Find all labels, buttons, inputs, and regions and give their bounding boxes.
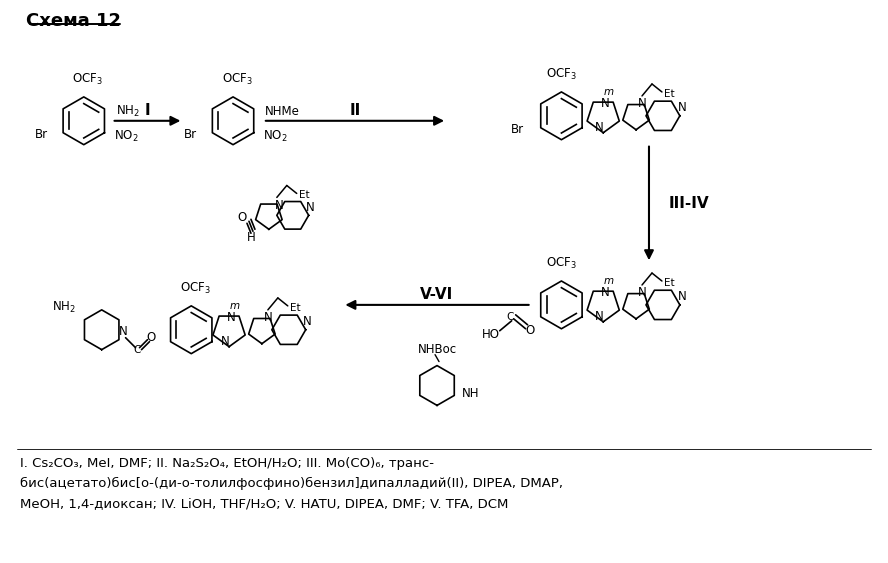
Text: III-IV: III-IV — [669, 196, 710, 211]
Text: N: N — [264, 311, 273, 324]
Text: II: II — [349, 104, 361, 118]
Text: N: N — [601, 287, 609, 300]
Text: H: H — [247, 231, 256, 244]
Text: HO: HO — [481, 328, 500, 341]
Text: OCF$_3$: OCF$_3$ — [546, 66, 577, 82]
Text: m: m — [604, 87, 614, 97]
Text: Схема 12: Схема 12 — [27, 12, 122, 30]
Text: MeOH, 1,4-диоксан; IV. LiOH, THF/H₂O; V. HATU, DIPEA, DMF; V. TFA, DCM: MeOH, 1,4-диоксан; IV. LiOH, THF/H₂O; V.… — [20, 497, 509, 510]
Text: Br: Br — [511, 123, 524, 136]
Text: N: N — [226, 311, 235, 324]
Text: O: O — [238, 211, 247, 224]
Text: OCF$_3$: OCF$_3$ — [72, 72, 103, 87]
Text: Et: Et — [664, 278, 675, 288]
Text: N: N — [678, 291, 686, 303]
Text: N: N — [595, 121, 604, 134]
Text: NHMe: NHMe — [265, 105, 300, 118]
Text: N: N — [221, 335, 229, 348]
Text: Et: Et — [664, 89, 675, 99]
Text: N: N — [119, 325, 128, 338]
Text: NHBoc: NHBoc — [417, 343, 456, 356]
Text: O: O — [147, 331, 156, 344]
Text: OCF$_3$: OCF$_3$ — [179, 280, 210, 296]
Text: I: I — [145, 104, 150, 118]
Text: NO$_2$: NO$_2$ — [263, 129, 288, 144]
Text: C: C — [134, 345, 141, 355]
Text: N: N — [638, 287, 646, 300]
Text: C: C — [506, 312, 513, 322]
Text: I. Cs₂CO₃, MeI, DMF; II. Na₂S₂O₄, EtOH/H₂O; III. Mo(CO)₆, транс-: I. Cs₂CO₃, MeI, DMF; II. Na₂S₂O₄, EtOH/H… — [20, 457, 434, 470]
Text: N: N — [274, 199, 283, 212]
Text: V-VI: V-VI — [420, 288, 454, 302]
Text: Et: Et — [298, 190, 309, 200]
Text: m: m — [230, 301, 240, 311]
Text: NH: NH — [462, 387, 480, 400]
Text: NH$_2$: NH$_2$ — [115, 104, 139, 119]
Text: N: N — [306, 201, 315, 214]
Text: OCF$_3$: OCF$_3$ — [222, 72, 252, 87]
Text: Et: Et — [289, 303, 300, 313]
Text: NH$_2$: NH$_2$ — [52, 300, 75, 315]
Text: Br: Br — [184, 128, 197, 141]
Text: N: N — [304, 315, 312, 328]
Text: OCF$_3$: OCF$_3$ — [546, 256, 577, 271]
Text: Br: Br — [35, 128, 48, 141]
Text: N: N — [601, 97, 609, 110]
Text: бис(ацетато)бис[о-(ди-о-толилфосфино)бензил]дипалладий(II), DIPEA, DMAP,: бис(ацетато)бис[о-(ди-о-толилфосфино)бен… — [20, 477, 563, 490]
Text: N: N — [638, 97, 646, 110]
Text: NO$_2$: NO$_2$ — [114, 129, 139, 144]
Text: O: O — [525, 324, 535, 337]
Text: m: m — [604, 276, 614, 286]
Text: N: N — [678, 101, 686, 114]
Text: N: N — [595, 310, 604, 323]
